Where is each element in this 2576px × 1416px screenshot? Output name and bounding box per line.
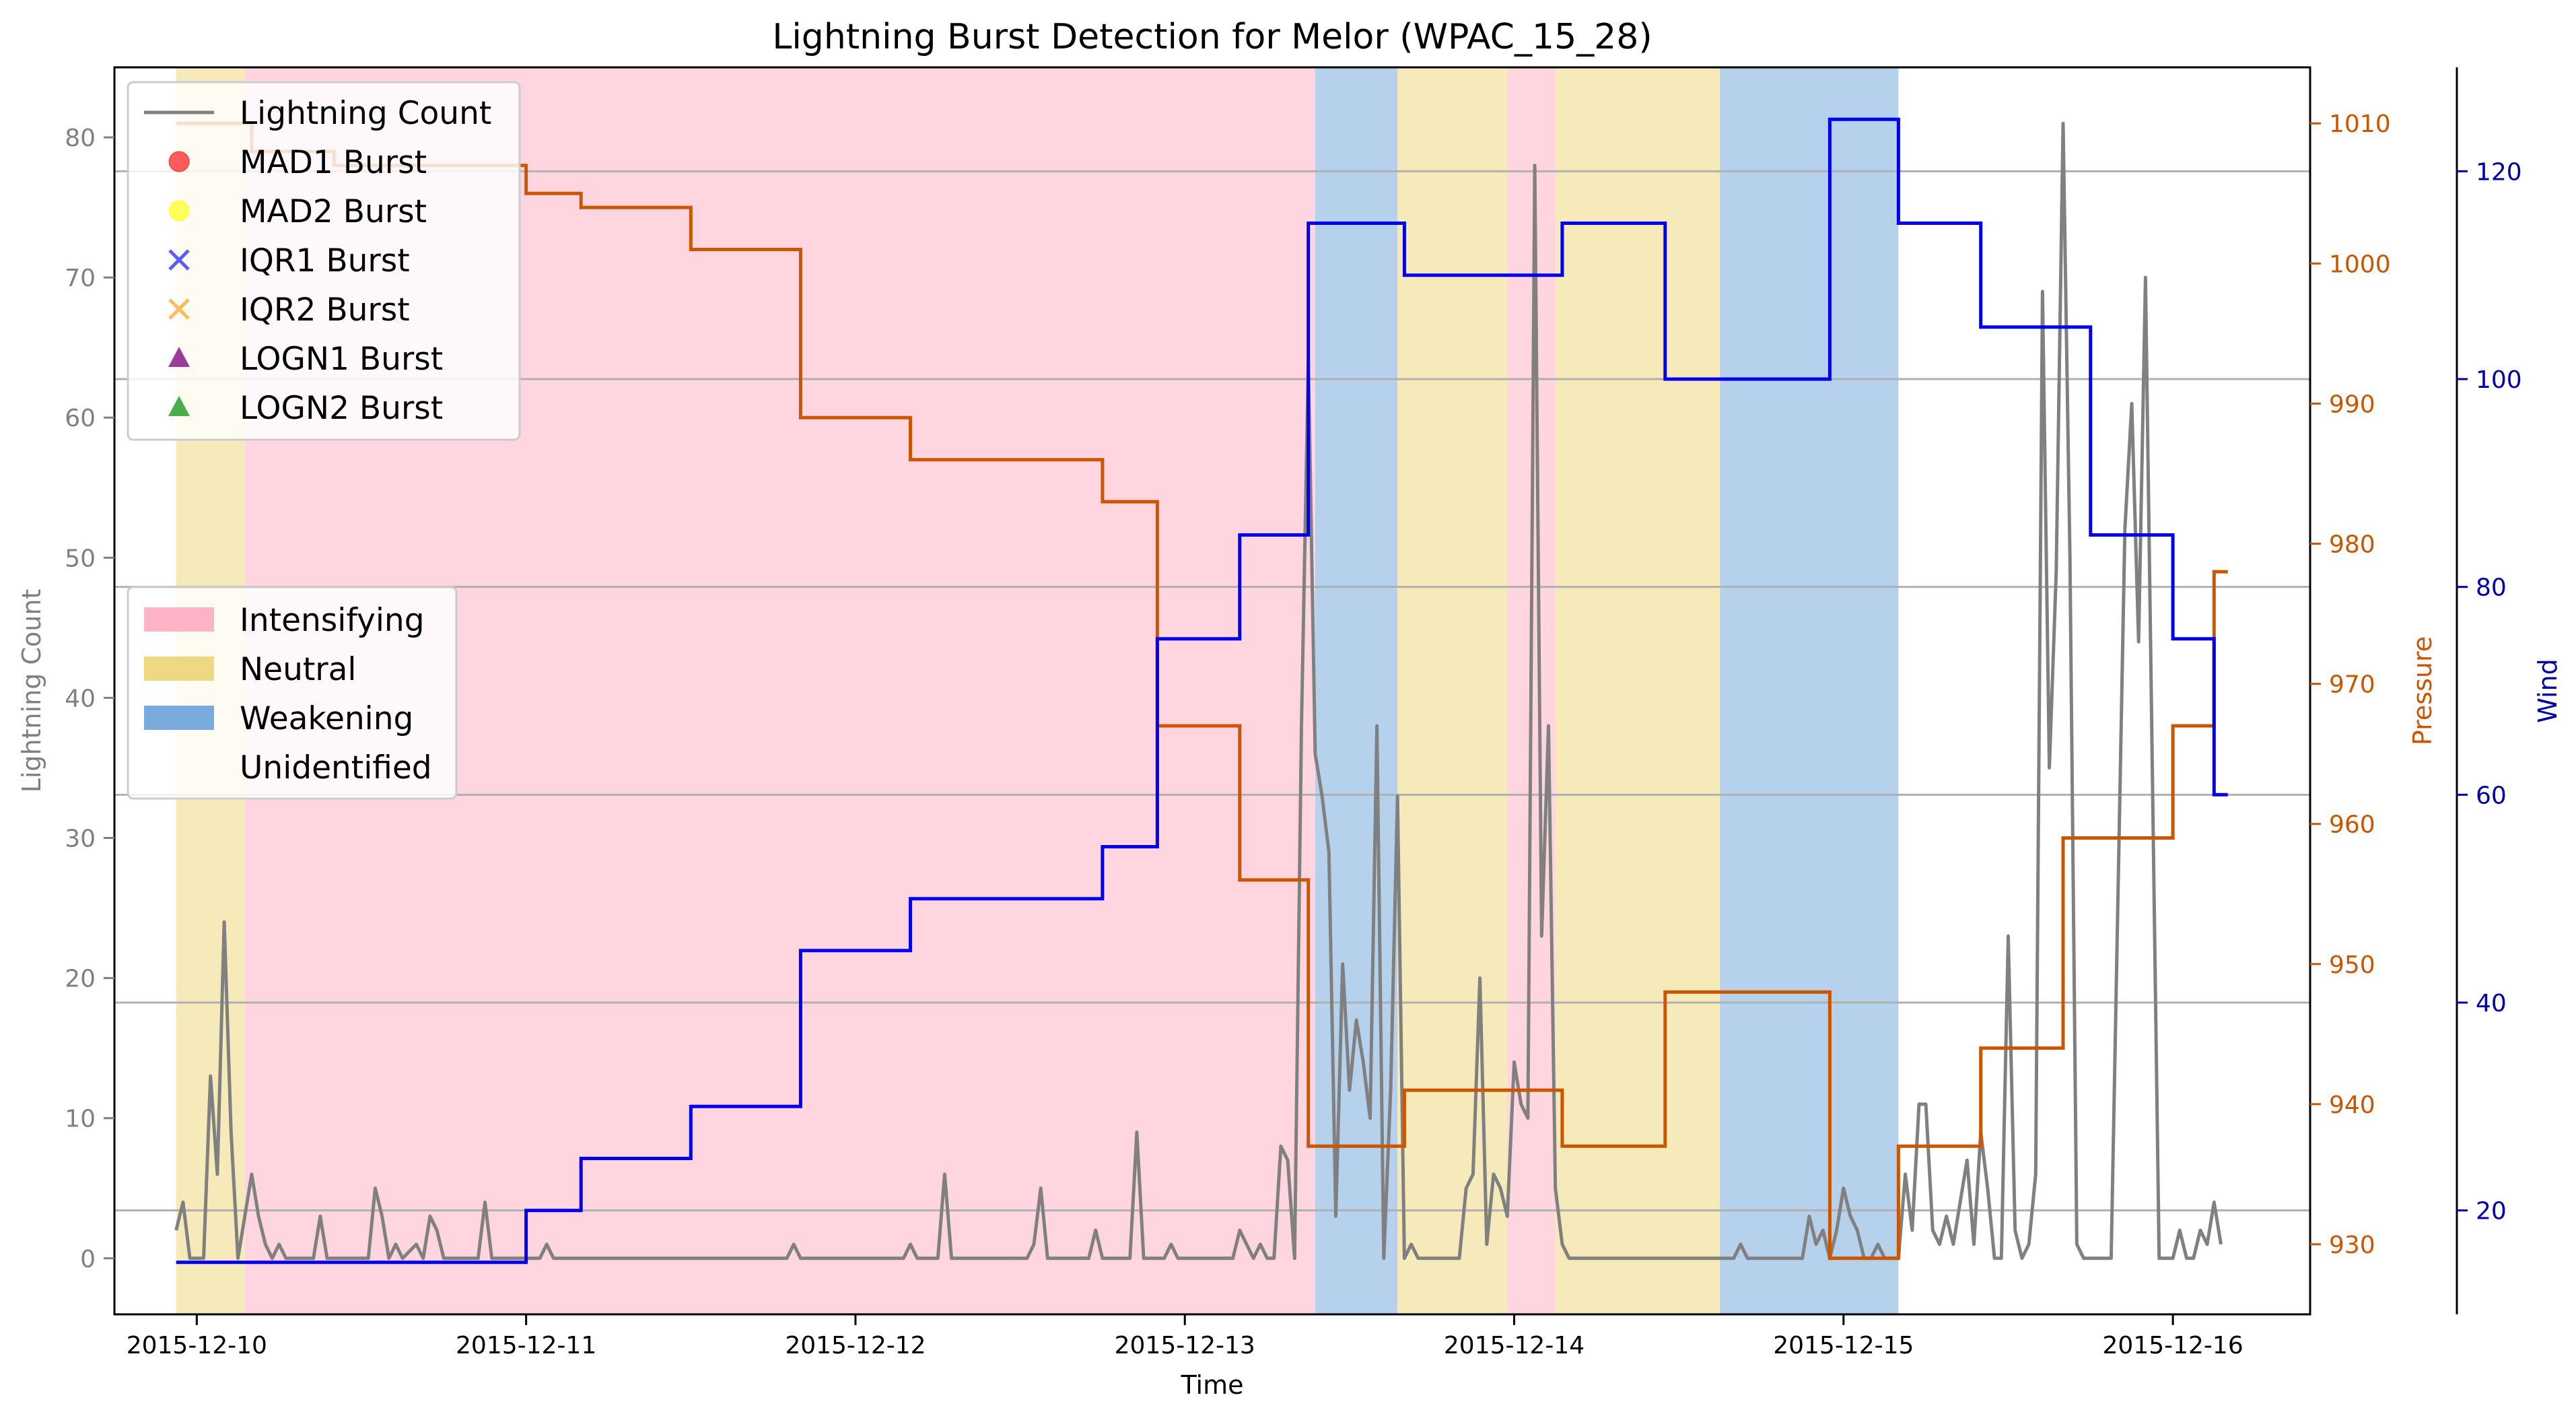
pressure-line — [176, 121, 2228, 1260]
y-tick-label-pressure: 990 — [2329, 391, 2375, 418]
x-tick-label: 2015-12-13 — [1115, 1332, 1255, 1359]
lightning-count-line — [174, 121, 2223, 1260]
y-tick-label-pressure: 980 — [2329, 531, 2375, 559]
y-tick-label-pressure: 930 — [2329, 1232, 2375, 1259]
y-tick-label-pressure: 970 — [2329, 671, 2375, 699]
y-tick-label-lightning: 80 — [65, 125, 96, 152]
chart-title: Lightning Burst Detection for Melor (WPA… — [772, 17, 1652, 57]
y-axis-label-lightning: Lightning Count — [17, 589, 46, 793]
legend-phase-label: Weakening — [240, 700, 413, 737]
x-tick-label: 2015-12-12 — [785, 1332, 926, 1359]
legend-phase-swatch — [144, 656, 214, 681]
legend-label: LOGN1 Burst — [240, 341, 443, 378]
legend-label: Lightning Count — [240, 95, 491, 132]
y-tick-label-lightning: 60 — [65, 405, 96, 432]
legend-marker-triangle — [168, 396, 190, 416]
y-tick-label-wind: 40 — [2476, 990, 2507, 1017]
x-tick-label: 2015-12-11 — [456, 1332, 596, 1359]
axes: 2015-12-10 2015-12-11 2015-12-12 2015-12-13… — [65, 67, 2522, 1359]
legend-marker-triangle — [168, 347, 190, 367]
legend-marker-circle — [168, 200, 190, 222]
plot-frame — [113, 66, 2311, 1316]
legend-label: LOGN2 Burst — [240, 390, 443, 427]
legend-phase-box — [127, 586, 458, 800]
y-tick-label-pressure: 950 — [2329, 951, 2375, 979]
phase-band-neutral — [1555, 67, 1720, 1314]
legend-phase-label: Unidentified — [240, 749, 432, 786]
y-tick-label-wind: 100 — [2476, 366, 2522, 394]
phase-band-neutral — [1397, 67, 1508, 1314]
phase-band-weakening — [1315, 67, 1398, 1314]
y-tick-label-wind: 60 — [2476, 782, 2507, 809]
legends: Lightning Count MAD1 Burst MAD2 Burst IQR1 … — [127, 81, 521, 800]
y-tick-label-wind: 120 — [2476, 158, 2522, 186]
legend-phase-swatch — [144, 706, 214, 730]
y-tick-label-pressure: 940 — [2329, 1091, 2375, 1119]
x-tick-label: 2015-12-16 — [2103, 1332, 2243, 1359]
y-tick-label-lightning: 10 — [65, 1106, 96, 1133]
legend-phase-label: Intensifying — [240, 602, 425, 639]
y-tick-label-lightning: 40 — [65, 685, 96, 712]
y-tick-label-lightning: 30 — [65, 825, 96, 852]
wind-line — [176, 117, 2228, 1265]
x-axis-label: Time — [1181, 1370, 1244, 1400]
legend-burst-box — [127, 81, 521, 441]
legend-marker-circle — [168, 151, 190, 172]
legend-label: MAD2 Burst — [240, 193, 427, 230]
y-tick-label-pressure: 1010 — [2329, 110, 2391, 138]
legend-label: MAD1 Burst — [240, 144, 427, 181]
series-lines — [174, 117, 2228, 1265]
x-tick-label: 2015-12-15 — [1773, 1332, 1914, 1359]
legend-label: IQR1 Burst — [240, 242, 410, 279]
legend-phase-label: Neutral — [240, 651, 356, 688]
y-tick-label-lightning: 0 — [80, 1246, 96, 1273]
y-tick-label-wind: 80 — [2476, 574, 2507, 602]
legend-marker-x — [168, 249, 190, 271]
y-tick-label-pressure: 1000 — [2329, 250, 2391, 278]
x-tick-label: 2015-12-10 — [127, 1332, 267, 1359]
legend-marker-x — [168, 298, 190, 320]
x-tick-label: 2015-12-14 — [1444, 1332, 1585, 1359]
y-tick-label-lightning: 20 — [65, 966, 96, 993]
y-tick-label-wind: 20 — [2476, 1198, 2507, 1225]
y-tick-label-lightning: 50 — [65, 545, 96, 572]
y-axis-label-pressure: Pressure — [2408, 636, 2437, 745]
legend-phase-swatch — [144, 607, 214, 632]
phase-band-weakening — [1720, 67, 1899, 1314]
y-tick-label-pressure: 960 — [2329, 811, 2375, 839]
y-tick-label-lightning: 70 — [65, 265, 96, 292]
legend-label: IQR2 Burst — [240, 292, 410, 329]
y-axis-label-wind: Wind — [2533, 659, 2563, 723]
